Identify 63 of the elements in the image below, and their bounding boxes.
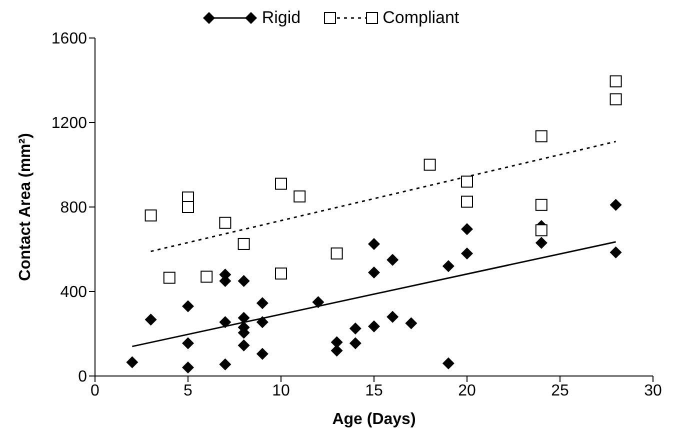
point: [461, 223, 473, 236]
point: [368, 238, 380, 250]
legend-label: Rigid: [262, 8, 301, 28]
y-tick-label: 1600: [51, 30, 88, 48]
point: [200, 270, 213, 283]
x-tick-label: 30: [644, 382, 662, 400]
point: [405, 317, 418, 330]
point: [126, 356, 138, 368]
point: [461, 196, 473, 208]
point: [182, 362, 194, 374]
point: [610, 75, 622, 88]
point: [144, 314, 157, 326]
x-tick-label: 15: [365, 382, 383, 400]
point: [610, 93, 622, 106]
y-tick-label: 400: [60, 284, 88, 302]
point: [535, 236, 548, 249]
x-tick-label: 20: [458, 382, 476, 400]
point: [368, 266, 380, 278]
point: [294, 190, 306, 202]
point: [275, 268, 287, 280]
point: [349, 337, 362, 350]
point: [219, 358, 232, 370]
y-tick-label: 0: [78, 368, 88, 386]
x-tick-label: 0: [90, 382, 100, 400]
point: [330, 344, 343, 357]
point: [442, 260, 454, 272]
point: [256, 316, 268, 328]
point: [461, 176, 473, 188]
y-axis-title: Contact Area (mm²): [17, 133, 34, 281]
point: [219, 216, 232, 229]
x-tick-label: 5: [184, 382, 193, 400]
point: [535, 130, 548, 142]
x-tick-label: 25: [551, 382, 569, 400]
point: [182, 300, 194, 312]
point: [275, 178, 287, 190]
legend-label: Compliant: [382, 8, 460, 28]
point: [535, 224, 548, 236]
point: [182, 337, 194, 350]
point: [238, 274, 250, 287]
point: [442, 357, 454, 370]
point: [610, 198, 622, 211]
point: [163, 272, 176, 284]
point: [219, 316, 232, 328]
x-axis-title: Age (Days): [332, 411, 416, 428]
point: [312, 296, 324, 308]
point: [144, 209, 157, 222]
point: [610, 246, 622, 258]
point: [238, 339, 250, 352]
point: [238, 238, 250, 250]
point: [461, 247, 473, 260]
point: [256, 348, 268, 360]
point: [330, 247, 343, 260]
point: [386, 254, 399, 266]
y-tick-label: 1200: [51, 115, 88, 132]
point: [349, 322, 362, 334]
point: [386, 310, 399, 323]
y-tick-label: 800: [60, 200, 88, 217]
point: [238, 312, 250, 324]
point: [256, 297, 268, 310]
point: [535, 198, 548, 211]
x-tick-label: 10: [272, 382, 290, 400]
point: [368, 320, 380, 332]
point: [424, 158, 436, 171]
